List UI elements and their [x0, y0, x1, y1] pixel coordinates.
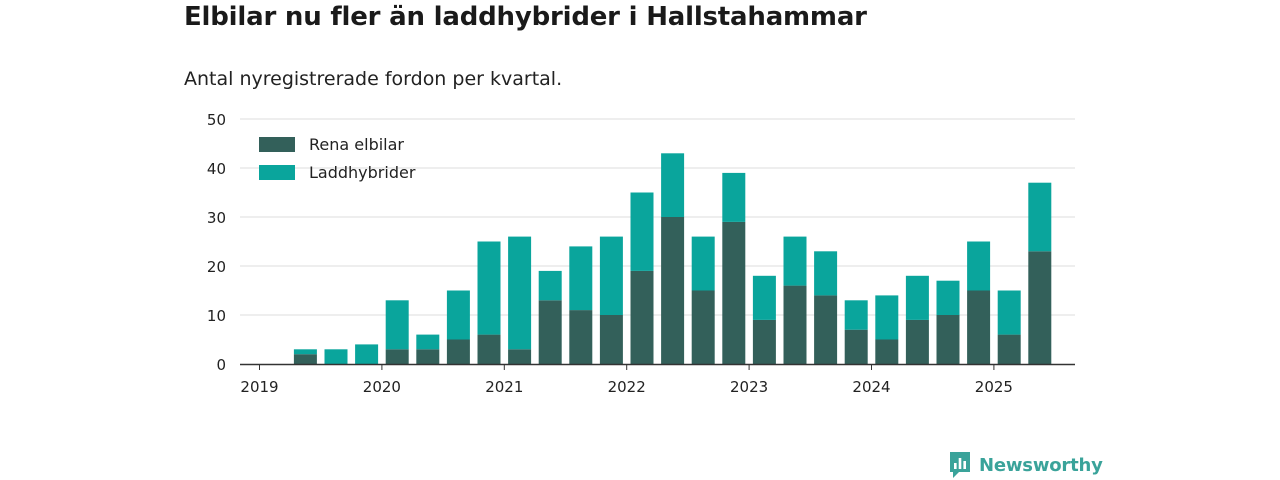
bar-rena-elbilar — [293, 354, 317, 364]
chart-title: Elbilar nu fler än laddhybrider i Hallst… — [184, 2, 867, 32]
bar-rena-elbilar — [508, 349, 532, 364]
bar-laddhybrider — [630, 192, 654, 271]
y-axis-ticks: 0 10 20 30 40 50 — [207, 111, 226, 374]
bar-laddhybrider — [508, 236, 532, 350]
bar-laddhybrider — [355, 344, 379, 364]
bar-laddhybrider — [783, 236, 807, 286]
bar-rena-elbilar — [844, 329, 868, 364]
grid-lines — [240, 118, 1075, 316]
bar-laddhybrider — [997, 290, 1021, 335]
bar-laddhybrider — [385, 300, 409, 350]
bar-laddhybrider — [569, 246, 593, 311]
legend-swatch — [259, 165, 295, 180]
legend-swatch — [259, 137, 295, 152]
bar-laddhybrider — [599, 236, 623, 315]
bar-laddhybrider — [416, 334, 440, 350]
bar-rena-elbilar — [722, 221, 746, 364]
bar-rena-elbilar — [967, 290, 991, 364]
bar-rena-elbilar — [661, 217, 685, 364]
bar-rena-elbilar — [875, 339, 899, 364]
legend-label: Laddhybrider — [309, 163, 416, 182]
bar-rena-elbilar — [599, 315, 623, 364]
bar-rena-elbilar — [416, 349, 440, 364]
y-tick-label: 30 — [207, 209, 226, 227]
x-tick-label: 2023 — [730, 378, 768, 396]
bar-laddhybrider — [293, 349, 317, 355]
bar-rena-elbilar — [752, 319, 776, 364]
brand-name: Newsworthy — [979, 454, 1103, 476]
bar-laddhybrider — [936, 280, 960, 315]
y-tick-label: 40 — [207, 160, 226, 178]
bar-rena-elbilar — [385, 349, 409, 364]
bar-laddhybrider — [691, 236, 715, 291]
bar-laddhybrider — [905, 275, 929, 320]
y-tick-label: 20 — [207, 258, 226, 276]
bar-rena-elbilar — [538, 300, 562, 364]
bar-laddhybrider — [722, 172, 746, 222]
bar-laddhybrider — [446, 290, 470, 340]
bar-laddhybrider — [967, 241, 991, 291]
newsworthy-logo: Newsworthy — [948, 450, 1103, 480]
y-tick-label: 10 — [207, 307, 226, 325]
bar-rena-elbilar — [691, 290, 715, 364]
x-tick-label: 2021 — [485, 378, 523, 396]
bar-laddhybrider — [752, 275, 776, 320]
bar-laddhybrider — [661, 153, 685, 217]
legend-label: Rena elbilar — [309, 135, 404, 154]
x-tick-label: 2019 — [240, 378, 278, 396]
x-tick-label: 2024 — [852, 378, 890, 396]
bar-laddhybrider — [814, 251, 838, 296]
bars — [293, 153, 1052, 364]
legend: Rena elbilar Laddhybrider — [259, 135, 416, 182]
x-tick-label: 2025 — [975, 378, 1013, 396]
bar-rena-elbilar — [446, 339, 470, 364]
newsworthy-logo-icon — [950, 452, 970, 478]
x-tick-label: 2020 — [363, 378, 401, 396]
chart-subtitle: Antal nyregistrerade fordon per kvartal. — [184, 68, 563, 90]
bar-rena-elbilar — [783, 285, 807, 364]
x-tick-label: 2022 — [608, 378, 646, 396]
x-axis: 2019 2020 2021 2022 2023 2024 2025 — [240, 363, 1075, 396]
bar-laddhybrider — [875, 295, 899, 340]
bar-rena-elbilar — [814, 295, 838, 364]
bar-rena-elbilar — [936, 315, 960, 364]
bar-rena-elbilar — [569, 310, 593, 364]
y-tick-label: 50 — [207, 111, 226, 129]
bar-laddhybrider — [324, 349, 348, 364]
bar-rena-elbilar — [1028, 251, 1052, 364]
bar-rena-elbilar — [630, 270, 654, 364]
bar-laddhybrider — [477, 241, 501, 335]
bar-laddhybrider — [1028, 182, 1052, 252]
y-tick-label: 0 — [216, 356, 226, 374]
bar-rena-elbilar — [477, 334, 501, 364]
bar-rena-elbilar — [905, 319, 929, 364]
bar-laddhybrider — [538, 270, 562, 301]
bar-rena-elbilar — [997, 334, 1021, 364]
bar-laddhybrider — [844, 300, 868, 330]
